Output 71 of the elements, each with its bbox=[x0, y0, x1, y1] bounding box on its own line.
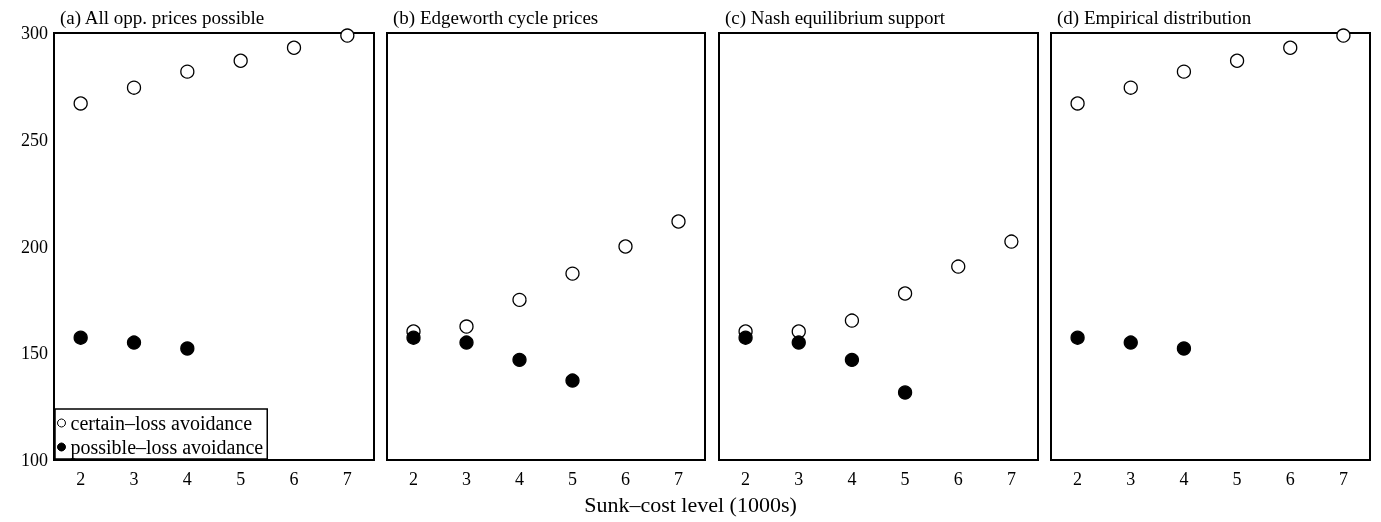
x-tick-label: 2 bbox=[1073, 469, 1083, 489]
x-axis-title: Sunk–cost level (1000s) bbox=[583, 492, 798, 518]
x-tick-label: 2 bbox=[76, 469, 86, 489]
x-tick-label: 6 bbox=[621, 469, 630, 489]
chart-title: (a) All opp. prices possible bbox=[60, 7, 265, 29]
x-tick-label: 5 bbox=[568, 469, 577, 489]
y-tick-label: 250 bbox=[21, 129, 48, 150]
point bbox=[459, 335, 474, 350]
x-tick-label: 4 bbox=[515, 469, 524, 489]
point bbox=[406, 330, 421, 345]
point bbox=[126, 335, 142, 350]
point bbox=[565, 266, 580, 281]
point bbox=[1070, 96, 1085, 111]
y-tick-label: 150 bbox=[21, 343, 48, 364]
x-tick-label: 7 bbox=[674, 469, 683, 489]
point bbox=[1229, 53, 1245, 68]
point bbox=[126, 80, 142, 95]
x-tick-label: 7 bbox=[1338, 469, 1348, 489]
point bbox=[512, 292, 527, 308]
point bbox=[233, 53, 248, 68]
point bbox=[180, 64, 195, 79]
point bbox=[791, 335, 806, 350]
chart-title: (c) Nash equilibrium support bbox=[725, 7, 946, 29]
x-tick-label: 7 bbox=[342, 469, 352, 489]
legend-label: possible–loss avoidance bbox=[70, 436, 264, 459]
point bbox=[844, 313, 860, 328]
point bbox=[897, 385, 913, 400]
x-tick-label: 5 bbox=[236, 469, 246, 489]
point bbox=[1283, 40, 1298, 55]
y-tick-label: 300 bbox=[21, 23, 48, 43]
x-tick-label: 6 bbox=[289, 469, 299, 489]
x-tick-label: 4 bbox=[182, 469, 192, 489]
chart-title: (d) Empirical distribution bbox=[1057, 7, 1252, 29]
point bbox=[897, 286, 913, 301]
x-tick-label: 3 bbox=[794, 469, 804, 489]
x-tick-label: 3 bbox=[129, 469, 139, 489]
point bbox=[1070, 330, 1085, 345]
point bbox=[512, 352, 527, 368]
point bbox=[565, 373, 580, 388]
point bbox=[73, 96, 88, 111]
point bbox=[671, 214, 686, 229]
point bbox=[738, 330, 753, 345]
point bbox=[73, 330, 88, 345]
point bbox=[180, 341, 195, 356]
y-tick-label: 100 bbox=[21, 450, 48, 470]
legend-label: certain–loss avoidance bbox=[70, 412, 253, 434]
x-tick-label: 3 bbox=[1126, 469, 1136, 489]
x-tick-label: 5 bbox=[1232, 469, 1242, 489]
x-tick-label: 2 bbox=[741, 469, 751, 489]
point bbox=[459, 319, 474, 334]
x-tick-label: 2 bbox=[409, 469, 418, 489]
x-tick-label: 6 bbox=[1285, 469, 1295, 489]
y-tick-label: 200 bbox=[21, 236, 48, 257]
x-tick-label: 4 bbox=[847, 469, 857, 489]
point bbox=[1123, 80, 1138, 95]
x-tick-label: 5 bbox=[900, 469, 910, 489]
x-tick-label: 3 bbox=[462, 469, 471, 489]
point bbox=[844, 352, 860, 368]
point bbox=[1176, 341, 1192, 356]
point bbox=[1123, 335, 1138, 350]
chart-title: (b) Edgeworth cycle prices bbox=[393, 7, 599, 29]
point bbox=[1336, 28, 1351, 43]
x-tick-label: 7 bbox=[1006, 469, 1016, 489]
point bbox=[1176, 64, 1192, 79]
point bbox=[340, 28, 355, 43]
x-tick-label: 6 bbox=[953, 469, 963, 489]
point bbox=[951, 259, 966, 274]
point bbox=[618, 239, 633, 254]
point bbox=[1004, 234, 1019, 249]
x-tick-label: 4 bbox=[1179, 469, 1189, 489]
point bbox=[286, 40, 302, 55]
